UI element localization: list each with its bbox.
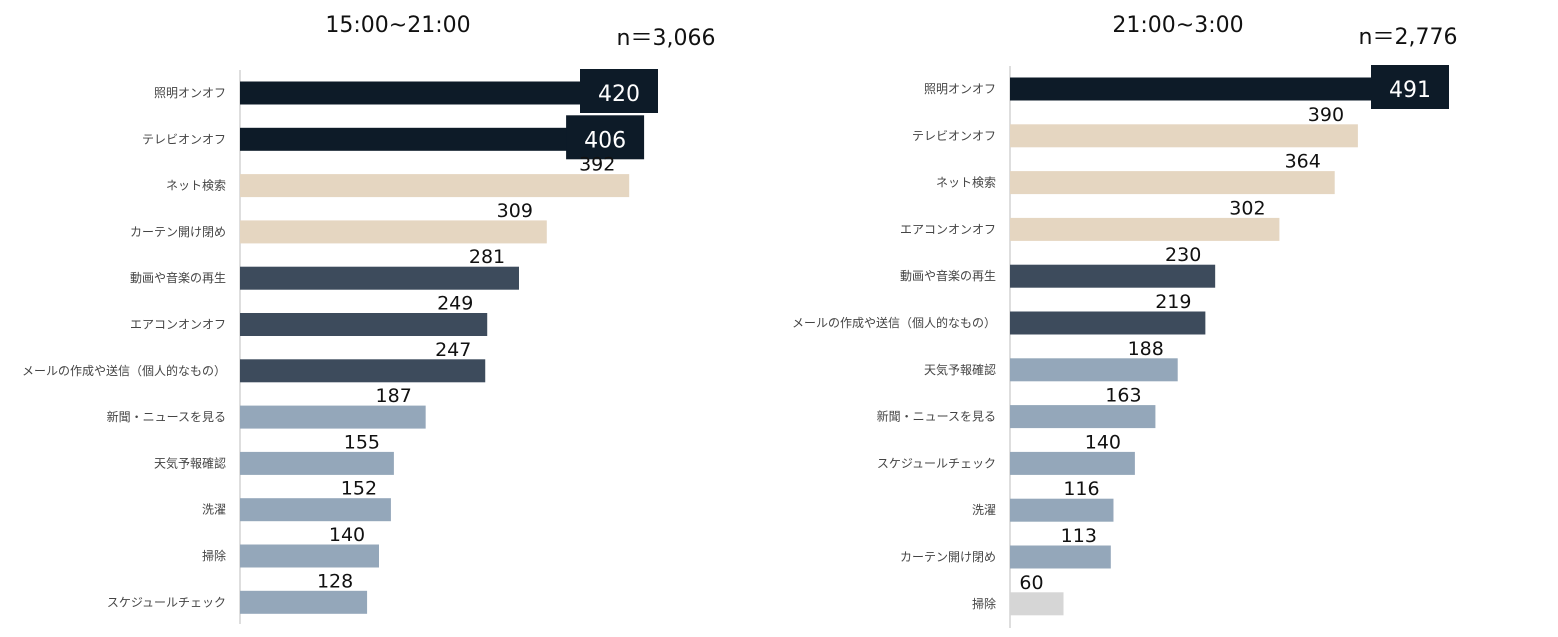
value-label: 420 — [598, 82, 640, 107]
bar — [240, 127, 644, 151]
value-label: 128 — [317, 570, 353, 592]
value-label: 163 — [1105, 385, 1141, 407]
bar — [1010, 311, 1206, 335]
category-label: スケジュールチェック — [107, 595, 226, 609]
category-label: ネット検索 — [936, 176, 996, 190]
category-label: スケジュールチェック — [877, 456, 996, 470]
sample-size-label: n＝3,066 — [617, 26, 716, 51]
bar — [240, 313, 488, 336]
value-label: 364 — [1285, 151, 1321, 173]
bar — [240, 174, 630, 198]
category-label: 照明オンオフ — [924, 82, 996, 96]
bar — [240, 451, 394, 475]
value-label: 247 — [435, 339, 471, 361]
value-badge — [1371, 65, 1449, 109]
bar — [1010, 171, 1335, 195]
category-label: 動画や音楽の再生 — [130, 270, 226, 285]
bar — [1010, 124, 1358, 148]
value-label: 392 — [579, 154, 615, 176]
bar — [1010, 405, 1156, 429]
value-label: 188 — [1128, 338, 1164, 360]
category-label: カーテン開け閉め — [900, 550, 996, 564]
value-label: 491 — [1389, 78, 1431, 103]
bar — [240, 498, 391, 522]
value-label: 187 — [376, 385, 412, 407]
category-label: テレビオンオフ — [912, 129, 996, 143]
category-label: 掃除 — [972, 596, 996, 611]
bar — [240, 544, 379, 568]
category-label: 掃除 — [202, 548, 226, 563]
category-label: 照明オンオフ — [154, 86, 226, 100]
value-label: 152 — [341, 478, 377, 500]
value-label: 230 — [1165, 244, 1201, 266]
category-label: ネット検索 — [166, 179, 226, 193]
bar — [1010, 358, 1178, 382]
bar — [1010, 217, 1280, 241]
value-label: 406 — [584, 128, 626, 153]
bar — [240, 359, 486, 383]
value-label: 116 — [1063, 478, 1099, 500]
value-badge — [580, 69, 658, 113]
category-label: 洗濯 — [972, 503, 996, 517]
category-label: 動画や音楽の再生 — [900, 268, 996, 283]
value-label: 309 — [497, 200, 533, 222]
bar — [1010, 451, 1135, 475]
bar — [1010, 545, 1111, 569]
value-label: 390 — [1308, 104, 1344, 126]
bar — [1010, 264, 1216, 288]
category-label: エアコンオンオフ — [130, 318, 226, 332]
category-label: 天気予報確認 — [154, 455, 226, 470]
bar — [240, 220, 547, 244]
sample-size-label: n＝2,776 — [1359, 25, 1458, 50]
value-label: 140 — [1085, 431, 1121, 453]
value-badge — [566, 115, 645, 160]
bar — [1010, 498, 1114, 522]
bar — [240, 266, 519, 290]
bar — [1010, 592, 1064, 616]
value-label: 60 — [1019, 572, 1043, 594]
category-label: 洗濯 — [202, 503, 226, 517]
category-label: 新聞・ニュースを見る — [107, 409, 226, 424]
value-label: 302 — [1229, 197, 1265, 219]
chart-title: 21:00~3:00 — [1112, 13, 1243, 38]
category-label: 天気予報確認 — [924, 362, 996, 377]
category-label: エアコンオンオフ — [900, 222, 996, 236]
bar — [240, 81, 657, 105]
value-label: 113 — [1061, 525, 1097, 547]
value-label: 155 — [344, 431, 380, 453]
category-label: 新聞・ニュースを見る — [877, 409, 996, 424]
category-label: カーテン開け閉め — [130, 225, 226, 239]
value-label: 281 — [469, 246, 505, 268]
bar — [240, 590, 368, 614]
bar — [1010, 77, 1448, 101]
value-label: 249 — [437, 293, 473, 315]
chart-title: 15:00~21:00 — [325, 13, 470, 38]
value-label: 219 — [1155, 291, 1191, 313]
category-label: メールの作成や送信（個人的なもの） — [792, 315, 996, 330]
value-label: 140 — [329, 524, 365, 546]
category-label: メールの作成や送信（個人的なもの） — [22, 363, 226, 378]
bar — [240, 405, 426, 429]
category-label: テレビオンオフ — [142, 132, 226, 146]
